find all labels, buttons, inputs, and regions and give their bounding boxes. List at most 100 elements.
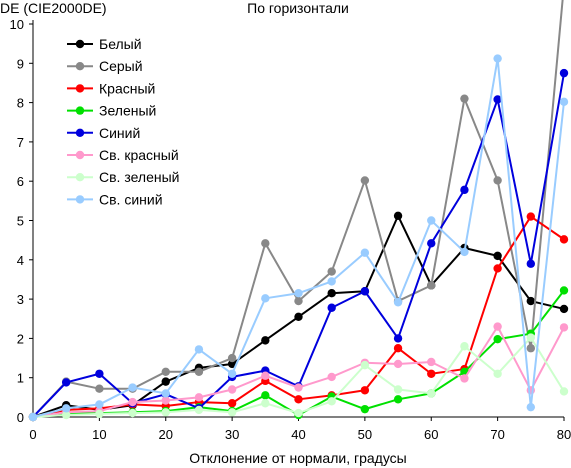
series-point [261,239,270,248]
series-point [427,369,436,378]
legend-marker [75,173,85,182]
series-point [559,97,569,107]
series-point [493,95,502,104]
series-point [393,359,403,369]
series-point [95,400,104,409]
series-point [360,248,370,257]
series-point [128,408,137,418]
series-point [559,68,569,78]
legend-marker [75,39,85,49]
series-line [32,336,565,418]
series-point [194,345,204,354]
series-point [227,385,237,394]
series-point [559,286,569,295]
x-tick-label: 40 [291,427,305,442]
series-point [393,211,403,220]
series-point [526,212,536,221]
series-point [559,304,569,314]
series-point [294,296,303,306]
series-point [526,259,536,268]
series-point [227,359,237,369]
series-point [393,395,403,404]
series-point [327,303,336,312]
series-point [261,371,270,380]
series-point [526,296,536,306]
series-point [427,357,436,367]
x-tick-label: 80 [557,427,571,442]
y-axis-label: DE (CIE2000DE) [0,0,107,16]
series-point [360,404,370,414]
series-point [393,385,403,394]
legend-marker [75,150,85,160]
series-point [161,408,170,417]
series-point [294,395,303,404]
x-tick-label: 0 [29,427,36,442]
series-point [493,322,502,331]
legend-label: Св. красный [99,147,179,163]
x-tick-label: 20 [159,427,173,442]
y-tick-label: 3 [17,292,24,307]
y-tick-label: 1 [17,371,24,386]
legend-label: Зеленый [99,103,156,119]
series-point [427,216,436,225]
series-point [460,94,469,103]
series-point [227,399,237,408]
series-point [61,410,71,420]
series-point [261,294,270,303]
y-tick-label: 9 [17,56,24,71]
series-point [526,344,536,353]
legend-label: Св. синий [99,191,163,207]
series-point [194,367,204,377]
legend-marker [75,128,85,137]
series-point [427,281,436,290]
series-layer [28,0,569,422]
y-tick-label: 8 [17,96,24,111]
y-tick-label: 2 [17,331,24,346]
legend-label: Синий [99,125,140,141]
series-point [261,391,270,400]
series-point [559,323,569,332]
series-point [559,235,569,244]
series-point [161,389,170,398]
series-point [227,369,237,378]
series-point [161,367,170,377]
series-point [526,333,536,342]
series-point [227,353,237,363]
series-point [261,336,270,345]
y-tick-label: 6 [17,174,24,189]
series-point [360,360,370,370]
series-point [227,408,237,417]
y-tick-label: 5 [17,214,24,229]
legend-marker [75,195,85,204]
y-tick-label: 10 [10,17,24,32]
series-point [393,298,403,307]
series-point [95,409,104,419]
legend-marker [75,106,85,115]
series-point [493,54,502,63]
series-point [460,374,469,383]
series-point [161,377,170,386]
series-point [161,396,170,405]
series-point [427,389,436,398]
legend-label: Белый [99,36,142,52]
series-point [28,412,38,422]
series-point [294,289,303,298]
x-tick-label: 70 [490,427,504,442]
y-tick-label: 0 [17,410,24,425]
y-tick-label: 7 [17,135,24,150]
series-point [360,287,370,296]
series-point [526,402,536,412]
series-point [327,372,336,382]
series-point [327,289,336,298]
series-point [493,334,502,344]
legend-label: Красный [99,80,155,96]
series-point [360,176,370,185]
series-point [460,342,469,351]
series-point [393,344,403,353]
series-point [493,369,502,378]
series-point [427,239,436,248]
series-point [493,251,502,261]
y-tick-label: 4 [17,253,24,268]
axes: 0 1 2 3 4 5 6 7 8 9 10 0 10 20 30 40 50 60 70 80 [10,17,571,442]
